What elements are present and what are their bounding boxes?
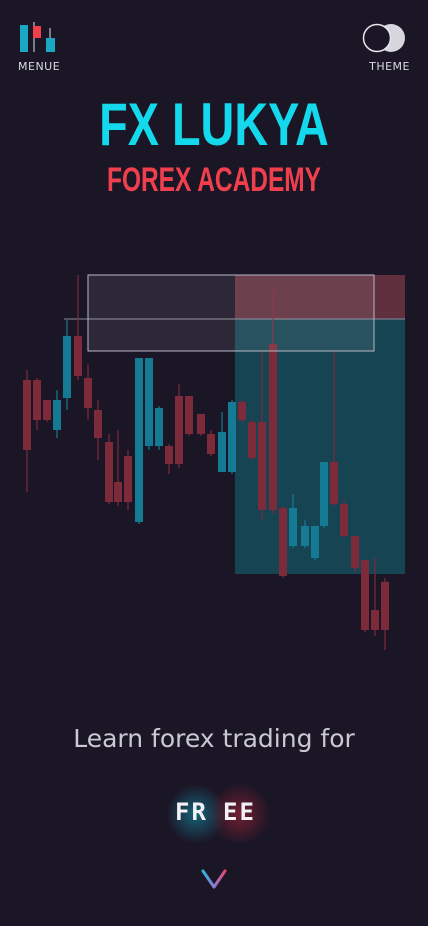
candle-body bbox=[279, 508, 287, 576]
brand-subtitle: FOREX ACADEMY bbox=[107, 161, 321, 199]
theme-toggle-icon bbox=[362, 23, 405, 53]
candle-body bbox=[175, 396, 183, 464]
candle-body bbox=[228, 402, 236, 472]
candle-body bbox=[114, 482, 122, 502]
candles bbox=[23, 275, 389, 650]
candle-body bbox=[63, 336, 71, 398]
theme-label: THEME bbox=[369, 60, 410, 73]
candle-body bbox=[33, 380, 41, 420]
candle-body bbox=[94, 410, 102, 438]
free-text-part-1: FR bbox=[175, 798, 208, 826]
candle-body bbox=[269, 344, 277, 510]
sell-zone bbox=[235, 275, 405, 319]
candle-body bbox=[320, 462, 328, 526]
candle-body bbox=[289, 508, 297, 546]
candle-body bbox=[124, 456, 132, 502]
tagline: Learn forex trading for bbox=[73, 724, 355, 753]
brand: FX LUKYA FOREX ACADEMY bbox=[0, 92, 428, 200]
selection-box bbox=[87, 274, 375, 352]
red-glow bbox=[208, 784, 272, 844]
candle-body bbox=[381, 582, 389, 630]
candle-body bbox=[145, 358, 153, 446]
decorative-candlestick-chart bbox=[23, 274, 405, 650]
candle-body bbox=[371, 610, 379, 630]
theme-toggle-button[interactable]: THEME bbox=[360, 22, 412, 76]
candle-body bbox=[43, 400, 51, 420]
candle-body bbox=[248, 422, 256, 458]
menu-button[interactable]: MENUE bbox=[16, 22, 60, 76]
free-text-part-2: EE bbox=[223, 798, 256, 826]
candle-body bbox=[311, 526, 319, 558]
chevron-down-icon bbox=[201, 869, 227, 889]
candle-body bbox=[84, 378, 92, 408]
candle-body bbox=[351, 536, 359, 568]
candle-body bbox=[105, 442, 113, 502]
candle-body bbox=[165, 446, 173, 464]
candle-body bbox=[185, 396, 193, 434]
candle-body bbox=[197, 414, 205, 434]
candle-body bbox=[218, 432, 226, 472]
menu-label: MENUE bbox=[18, 60, 61, 73]
candle-body bbox=[74, 336, 82, 376]
candle-body bbox=[340, 504, 348, 536]
candle-body bbox=[53, 400, 61, 430]
candle-body bbox=[330, 462, 338, 504]
candle-body bbox=[361, 560, 369, 630]
candle-body bbox=[155, 408, 163, 446]
brand-title: FX LUKYA bbox=[99, 91, 329, 158]
candle-body bbox=[238, 402, 246, 420]
top-bar: MENUE THEME bbox=[0, 0, 428, 90]
candle-body bbox=[258, 422, 266, 510]
candle-body bbox=[301, 526, 309, 546]
scroll-down-button[interactable] bbox=[199, 866, 229, 892]
free-badge: FR EE bbox=[164, 784, 272, 844]
candlestick-menu-icon bbox=[20, 22, 55, 52]
candle-body bbox=[207, 434, 215, 454]
candle-body bbox=[23, 380, 31, 450]
candle-body bbox=[135, 358, 143, 522]
